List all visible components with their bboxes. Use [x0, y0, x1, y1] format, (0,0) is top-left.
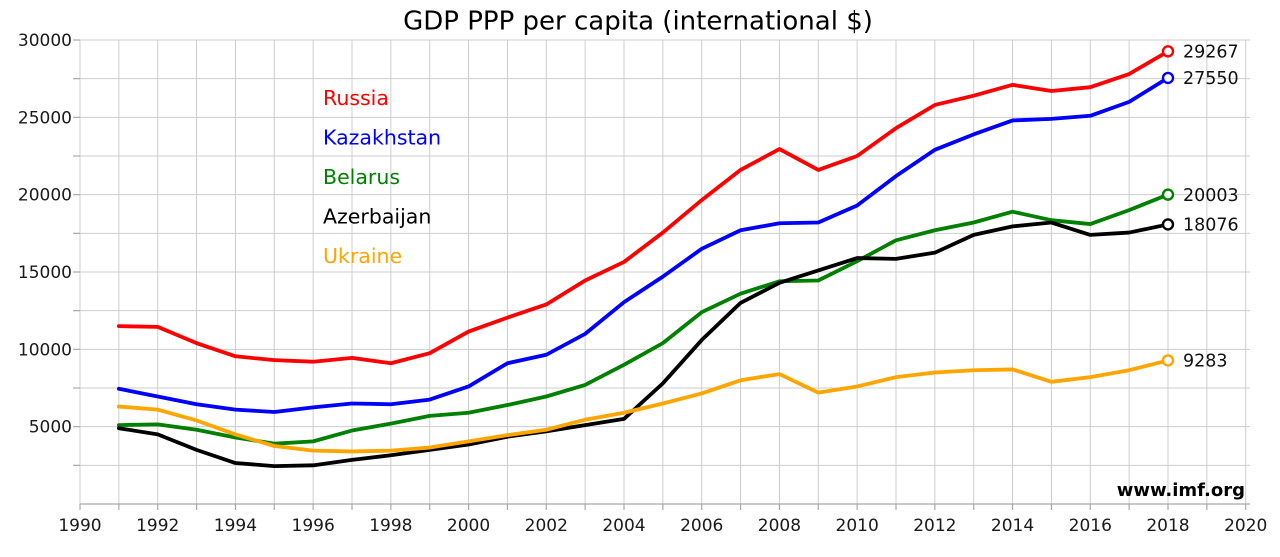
series-end-markers	[1161, 45, 1175, 367]
series-line-azerbaijan	[116, 220, 1170, 469]
gridlines	[79, 39, 1250, 504]
end-marker-russia	[1161, 45, 1175, 58]
x-tick-label: 2002	[525, 516, 568, 536]
x-tick-label: 1996	[292, 516, 335, 536]
end-value-label-kazakhstan: 27550	[1183, 69, 1239, 89]
legend-item-ukraine: Ukraine	[323, 244, 402, 268]
series-line-kazakhstan	[116, 75, 1170, 414]
legend-item-russia: Russia	[323, 86, 389, 110]
x-tick-label: 1994	[214, 516, 257, 536]
y-tick-label: 10000	[18, 340, 72, 360]
series-line-russia	[116, 49, 1170, 366]
end-marker-belarus	[1161, 188, 1175, 201]
x-tick-label: 2006	[680, 516, 723, 536]
y-tick-label: 20000	[18, 186, 72, 206]
end-value-label-azerbaijan: 18076	[1183, 216, 1239, 236]
y-tick-label: 30000	[18, 31, 72, 51]
y-tick-label: 15000	[18, 263, 72, 283]
end-value-label-russia: 29267	[1183, 43, 1239, 63]
end-marker-kazakhstan	[1161, 71, 1175, 85]
x-tick-label: 2020	[1224, 516, 1267, 536]
series-line-ukraine	[116, 358, 1170, 454]
x-tick-label: 2012	[913, 516, 956, 536]
y-tick-label: 5000	[29, 418, 72, 438]
legend-item-kazakhstan: Kazakhstan	[323, 126, 441, 150]
x-tick-label: 2010	[836, 516, 879, 536]
series-line-belarus	[116, 192, 1170, 446]
chart-title: GDP PPP per capita (international $)	[403, 7, 873, 37]
x-tick-label: 2000	[447, 516, 490, 536]
x-axis-tick-labels: 1990 1992 1994 1996 1998 2000 2002 2004 2006 2008…	[58, 516, 1267, 536]
series-end-value-labels: 29267 27550 20003 18076 9283	[1183, 43, 1239, 372]
legend: Russia Kazakhstan Belarus Azerbaijan Ukraine	[323, 86, 441, 268]
axes	[73, 39, 1250, 510]
end-value-label-ukraine: 9283	[1183, 352, 1228, 372]
source-watermark: www.imf.org	[1117, 480, 1245, 501]
x-tick-label: 1990	[58, 516, 101, 536]
legend-item-azerbaijan: Azerbaijan	[323, 205, 431, 229]
end-value-label-belarus: 20003	[1183, 186, 1239, 206]
x-tick-label: 2004	[602, 516, 645, 536]
y-axis-tick-labels: 5000 10000 15000 20000 25000 30000	[18, 31, 72, 438]
x-tick-label: 2014	[991, 516, 1034, 536]
x-tick-label: 2016	[1069, 516, 1112, 536]
legend-item-belarus: Belarus	[323, 165, 400, 189]
end-marker-ukraine	[1161, 354, 1175, 367]
x-tick-label: 1992	[136, 516, 179, 536]
x-tick-label: 2008	[758, 516, 801, 536]
x-tick-label: 1998	[369, 516, 412, 536]
y-tick-label: 25000	[18, 108, 72, 128]
end-marker-azerbaijan	[1161, 218, 1175, 231]
x-tick-label: 2018	[1146, 516, 1189, 536]
series-lines	[116, 49, 1170, 469]
